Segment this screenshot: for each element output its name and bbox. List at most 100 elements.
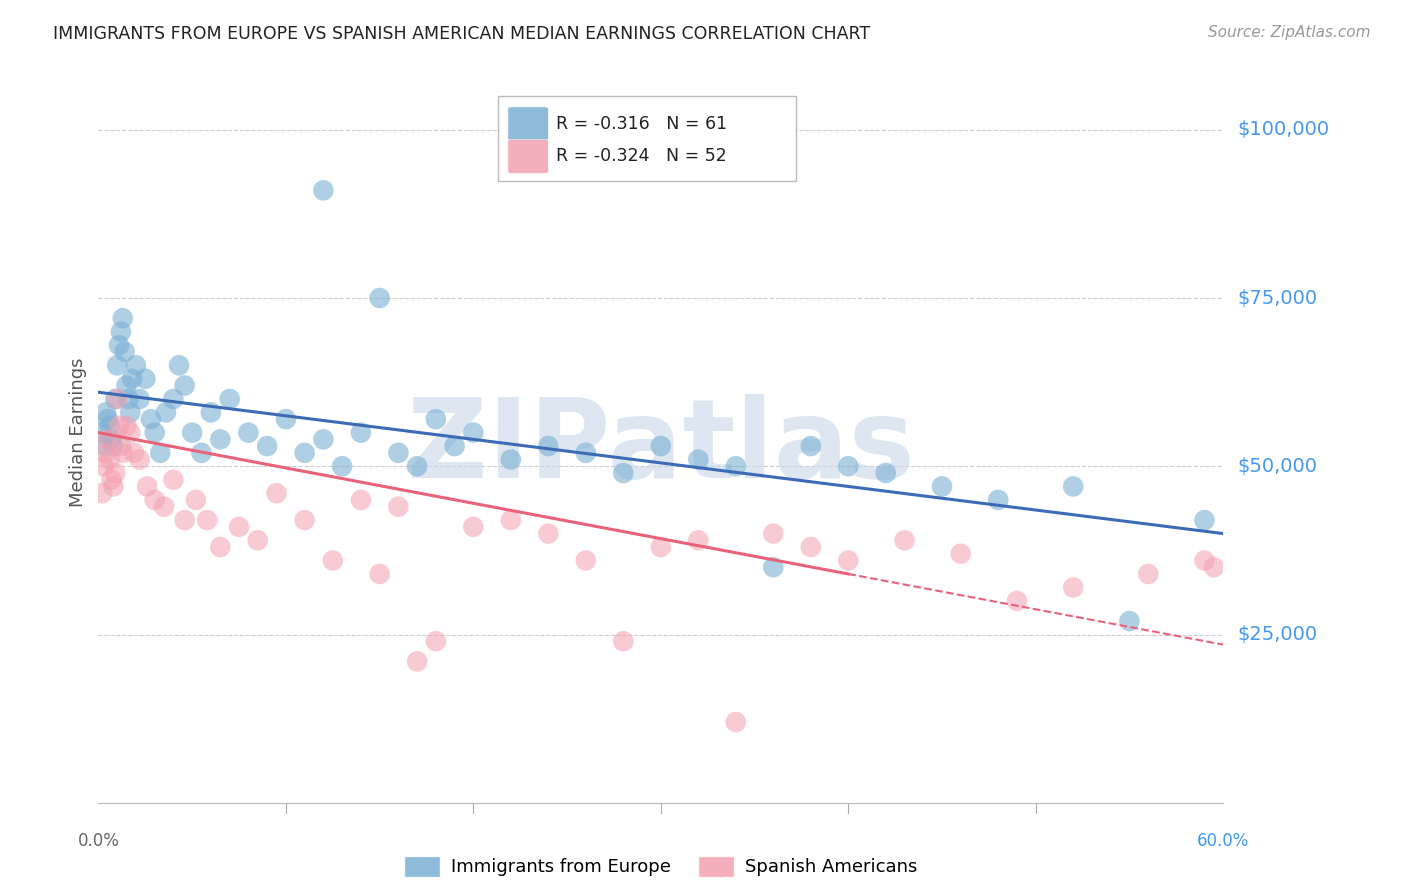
Point [406, 655, 429, 669]
Point [120, 425, 142, 440]
Point [100, 433, 122, 447]
Text: 0.0%: 0.0% [77, 832, 120, 850]
Point [114, 344, 136, 359]
Point [837, 459, 859, 474]
Point [800, 540, 823, 554]
Point [537, 439, 560, 453]
Point [108, 338, 131, 352]
Point [110, 325, 132, 339]
FancyBboxPatch shape [498, 95, 796, 181]
Point [368, 566, 391, 581]
Point [425, 412, 447, 426]
Point [184, 492, 207, 507]
Point [111, 446, 134, 460]
Point [209, 540, 232, 554]
Point [134, 372, 156, 386]
Point [949, 547, 972, 561]
Point [463, 520, 485, 534]
Point [93, 459, 115, 474]
Point [1062, 479, 1084, 493]
Point [104, 392, 127, 406]
Point [443, 439, 465, 453]
Point [181, 425, 204, 440]
Point [110, 439, 132, 453]
Y-axis label: Median Earnings: Median Earnings [69, 358, 87, 508]
Point [330, 459, 353, 474]
Text: ZIPatlas: ZIPatlas [406, 394, 915, 501]
FancyBboxPatch shape [508, 139, 548, 173]
Point [103, 479, 125, 493]
Point [218, 392, 240, 406]
Point [136, 479, 159, 493]
Text: Source: ZipAtlas.com: Source: ZipAtlas.com [1208, 25, 1371, 40]
Point [238, 425, 260, 440]
Point [104, 466, 127, 480]
Point [228, 520, 250, 534]
Point [98, 418, 121, 433]
Point [575, 553, 598, 567]
Point [122, 446, 145, 460]
Point [688, 533, 710, 548]
Text: $100,000: $100,000 [1237, 120, 1329, 139]
Point [153, 500, 176, 514]
Point [98, 452, 121, 467]
Point [128, 452, 150, 467]
Point [762, 526, 785, 541]
Text: 60.0%: 60.0% [1197, 832, 1250, 850]
Point [537, 526, 560, 541]
Point [893, 533, 915, 548]
Point [463, 425, 485, 440]
Text: R = -0.324   N = 52: R = -0.324 N = 52 [557, 147, 727, 165]
Point [93, 439, 115, 453]
Point [266, 486, 288, 500]
Point [162, 473, 184, 487]
Point [1137, 566, 1160, 581]
Point [499, 513, 522, 527]
Point [111, 311, 134, 326]
Point [128, 392, 150, 406]
Point [149, 446, 172, 460]
Point [724, 459, 747, 474]
Point [650, 439, 672, 453]
Legend: Immigrants from Europe, Spanish Americans: Immigrants from Europe, Spanish American… [396, 849, 925, 884]
Text: IMMIGRANTS FROM EUROPE VS SPANISH AMERICAN MEDIAN EARNINGS CORRELATION CHART: IMMIGRANTS FROM EUROPE VS SPANISH AMERIC… [53, 25, 870, 43]
Point [499, 452, 522, 467]
Point [105, 392, 128, 406]
Point [162, 392, 184, 406]
Point [322, 553, 344, 567]
Point [94, 405, 117, 419]
Point [117, 392, 139, 406]
Point [91, 486, 114, 500]
Point [312, 433, 335, 447]
Point [406, 459, 429, 474]
Point [167, 359, 190, 373]
Point [294, 446, 316, 460]
Point [987, 492, 1010, 507]
Point [94, 446, 117, 460]
Text: R = -0.316   N = 61: R = -0.316 N = 61 [557, 115, 727, 133]
Point [724, 714, 747, 729]
Point [425, 634, 447, 648]
Point [190, 446, 212, 460]
Point [108, 418, 131, 433]
Point [387, 500, 409, 514]
Point [688, 452, 710, 467]
Point [1194, 513, 1216, 527]
Text: $25,000: $25,000 [1237, 625, 1317, 644]
Point [121, 372, 143, 386]
Point [173, 378, 195, 392]
Point [143, 492, 166, 507]
Point [173, 513, 195, 527]
Point [650, 540, 672, 554]
FancyBboxPatch shape [508, 107, 548, 141]
Point [1194, 553, 1216, 567]
Point [103, 439, 125, 453]
Point [1202, 560, 1225, 574]
Point [762, 560, 785, 574]
Point [350, 425, 373, 440]
Point [125, 359, 148, 373]
Point [612, 634, 634, 648]
Point [246, 533, 269, 548]
Point [155, 405, 177, 419]
Point [368, 291, 391, 305]
